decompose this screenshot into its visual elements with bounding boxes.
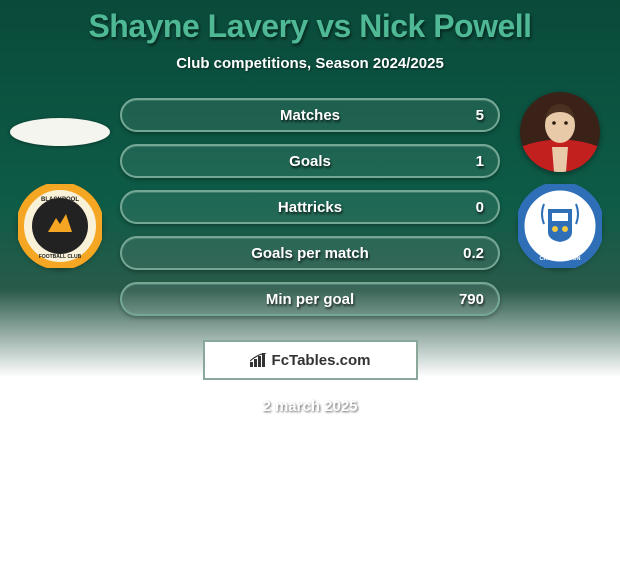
player-left-avatar: [10, 118, 110, 146]
infographic-card: Shayne Lavery vs Nick Powell Club compet…: [0, 0, 620, 415]
stat-row-min-per-goal: Min per goal 790: [120, 282, 500, 316]
stat-right-value: 5: [476, 107, 484, 124]
stat-label: Goals per match: [251, 245, 369, 262]
stat-label: Matches: [280, 107, 340, 124]
player-portrait-icon: [520, 92, 600, 172]
svg-text:FOOTBALL CLUB: FOOTBALL CLUB: [39, 254, 82, 260]
club-badge-left: BLACKPOOL FOOTBALL CLUB: [18, 184, 102, 268]
page-title: Shayne Lavery vs Nick Powell: [0, 0, 620, 49]
stat-row-goals-per-match: Goals per match 0.2: [120, 236, 500, 270]
stat-right-value: 0.2: [463, 245, 484, 262]
player-right-avatar: [520, 92, 600, 172]
stat-row-matches: Matches 5: [120, 98, 500, 132]
stats-area: BLACKPOOL FOOTBALL CLUB Matches 5 Goals …: [0, 92, 620, 316]
stat-label: Min per goal: [266, 291, 354, 308]
right-column: CKPORT COUN: [510, 92, 610, 268]
attribution-text: FcTables.com: [272, 352, 371, 369]
date-label: 2 march 2025: [0, 398, 620, 415]
blackpool-badge-icon: BLACKPOOL FOOTBALL CLUB: [18, 184, 102, 268]
svg-text:BLACKPOOL: BLACKPOOL: [41, 197, 79, 203]
stat-row-hattricks: Hattricks 0: [120, 190, 500, 224]
svg-text:CKPORT COUN: CKPORT COUN: [540, 256, 581, 262]
stat-right-value: 790: [459, 291, 484, 308]
stockport-badge-icon: CKPORT COUN: [518, 184, 602, 268]
club-badge-right: CKPORT COUN: [518, 184, 602, 268]
stat-label: Goals: [289, 153, 331, 170]
bars-icon: [250, 353, 268, 367]
left-column: BLACKPOOL FOOTBALL CLUB: [10, 92, 110, 268]
subtitle: Club competitions, Season 2024/2025: [0, 49, 620, 92]
stat-row-goals: Goals 1: [120, 144, 500, 178]
stat-right-value: 1: [476, 153, 484, 170]
attribution-box: FcTables.com: [203, 340, 418, 380]
stat-right-value: 0: [476, 199, 484, 216]
stat-bars: Matches 5 Goals 1 Hattricks 0 Goals per …: [120, 92, 500, 316]
stat-label: Hattricks: [278, 199, 342, 216]
